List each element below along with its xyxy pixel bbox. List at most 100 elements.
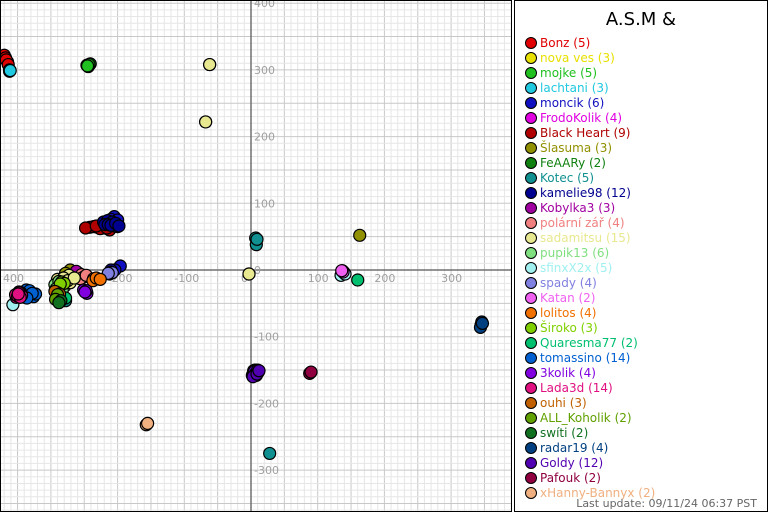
data-point (203, 57, 217, 72)
legend-marker-icon (525, 456, 537, 469)
legend-marker-icon (525, 96, 537, 109)
legend-marker-icon (525, 51, 537, 64)
series-spady (101, 265, 119, 281)
data-point (351, 273, 365, 287)
x-tick-label: 100 (308, 272, 329, 285)
y-tick-label: 100 (254, 197, 275, 210)
data-point (52, 296, 66, 310)
legend-item: sfinxX2x (5) (525, 260, 655, 275)
y-tick-label: -200 (254, 397, 279, 410)
legend-item: Black Heart (9) (525, 125, 655, 140)
chart-title: A.S.M & (605, 9, 677, 30)
legend-item: lolitos (4) (525, 305, 655, 320)
legend-item: spady (4) (525, 275, 655, 290)
data-point (93, 272, 107, 286)
legend-label: FrodoKolik (4) (540, 110, 623, 125)
data-point (141, 416, 155, 431)
legend-marker-icon (525, 246, 537, 259)
series-xhanny-bannyx (139, 416, 155, 432)
data-point (335, 264, 349, 278)
data-point (252, 364, 266, 378)
series-nova-ves (199, 57, 256, 281)
legend-label: lolitos (4) (540, 305, 597, 320)
last-update-text: Last update: 09/11/24 06:37 PST (576, 497, 757, 510)
legend-label: tomassino (14) (540, 350, 631, 365)
y-tick-label: 200 (254, 131, 275, 144)
legend-item: lachtani (3) (525, 80, 655, 95)
legend-label: kamelie98 (12) (540, 185, 631, 200)
legend-panel: A.S.M & Bonz (5) nova ves (3) mojke (5) lac… (514, 0, 768, 512)
legend-label: Black Heart (9) (540, 125, 631, 140)
legend-label: ALL_Koholik (2) (540, 410, 632, 425)
legend-marker-icon (525, 36, 537, 49)
legend-item: tomassino (14) (525, 350, 655, 365)
legend-item: radar19 (4) (525, 440, 655, 455)
legend-item: 3kolik (4) (525, 365, 655, 380)
legend-label: moncik (6) (540, 95, 605, 110)
data-point (304, 365, 318, 379)
legend-label: xHanny-Bannyx (2) (540, 485, 656, 500)
legend-label: sfinxX2x (5) (540, 260, 613, 275)
legend-marker-icon (525, 201, 537, 214)
legend-label: Široko (3) (540, 320, 598, 335)
grid (1, 1, 511, 511)
x-tick-label: 300 (441, 272, 462, 285)
legend-label: Šlasuma (3) (540, 140, 613, 155)
x-tick-label: 200 (374, 272, 395, 285)
legend-marker-icon (525, 171, 537, 184)
series-goldy (245, 363, 266, 384)
legend-marker-icon (525, 366, 537, 379)
legend-item: pupik13 (6) (525, 245, 655, 260)
legend-marker-icon (525, 411, 537, 424)
legend-marker-icon (525, 336, 537, 349)
series-kotec (58, 231, 277, 461)
legend-label: FeAARy (2) (540, 155, 606, 170)
legend-item: Katan (2) (525, 290, 655, 305)
series-lolitos (86, 271, 107, 288)
data-point (353, 228, 367, 242)
legend-label: sadamitsu (15) (540, 230, 631, 245)
data-point (263, 446, 277, 461)
plot-area: 4003002001000-100-200-300400-200-1000100… (0, 0, 512, 512)
series-sw-ti (52, 294, 68, 310)
legend-marker-icon (525, 66, 537, 79)
legend-marker-icon (525, 396, 537, 409)
legend-label: polární zář (4) (540, 215, 625, 230)
data-point (250, 232, 264, 246)
y-tick-label: -100 (254, 331, 279, 344)
legend-marker-icon (525, 291, 537, 304)
legend-marker-icon (525, 471, 537, 484)
legend-item: FeAARy (2) (525, 155, 655, 170)
legend-item: kamelie98 (12) (525, 185, 655, 200)
x-tick-label: 400 (3, 272, 24, 285)
series-lada3d (8, 286, 29, 304)
legend-marker-icon (525, 306, 537, 319)
data-point (11, 287, 25, 301)
data-point (80, 59, 95, 73)
legend-item: sadamitsu (15) (525, 230, 655, 245)
legend-label: ouhi (3) (540, 395, 587, 410)
legend-label: swíti (2) (540, 425, 589, 440)
legend-marker-icon (525, 186, 537, 199)
data-point (242, 267, 256, 281)
data-point (112, 219, 126, 233)
legend-item: moncik (6) (525, 95, 655, 110)
x-tick-label: -100 (174, 272, 199, 285)
legend-marker-icon (525, 486, 537, 499)
legend-marker-icon (525, 426, 537, 439)
series-radar19 (473, 315, 490, 334)
legend-label: Pafouk (2) (540, 470, 601, 485)
y-tick-label: -300 (254, 464, 279, 477)
legend-item: Šlasuma (3) (525, 140, 655, 155)
legend-item: Quaresma77 (2) (525, 335, 655, 350)
legend-item: Široko (3) (525, 320, 655, 335)
legend-marker-icon (525, 276, 537, 289)
legend-marker-icon (525, 351, 537, 364)
legend-marker-icon (525, 216, 537, 229)
data-point (199, 115, 213, 129)
legend-label: 3kolik (4) (540, 365, 596, 380)
series-pafouk (303, 365, 318, 380)
legend-label: spady (4) (540, 275, 597, 290)
legend-item: Bonz (5) (525, 35, 655, 50)
legend-item: polární zář (4) (525, 215, 655, 230)
